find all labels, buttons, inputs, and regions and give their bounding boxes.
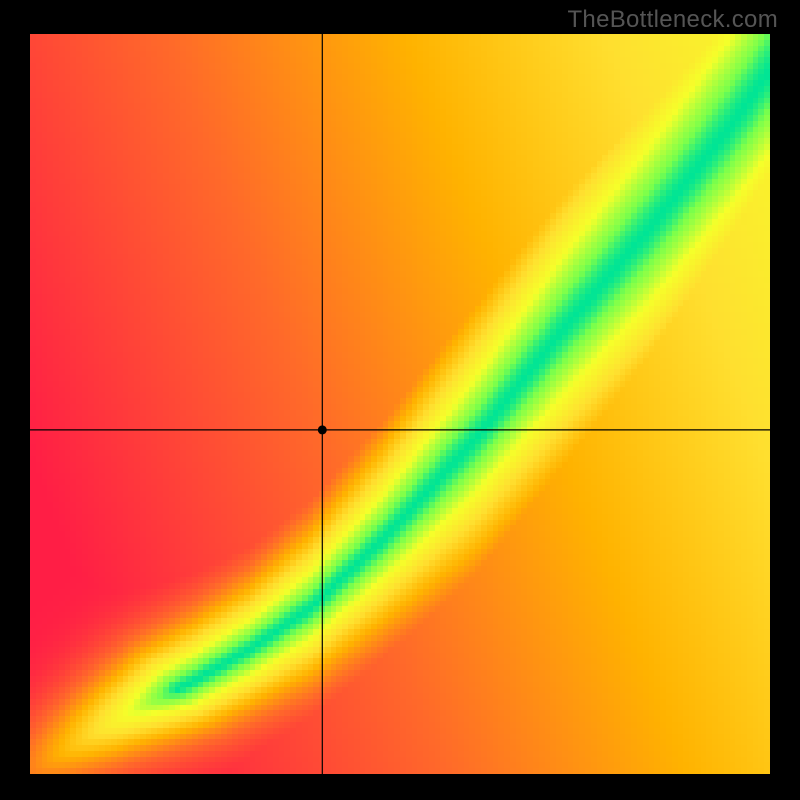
heatmap-canvas	[30, 34, 770, 774]
watermark-text: TheBottleneck.com	[567, 6, 778, 34]
plot-area	[30, 34, 770, 774]
root: TheBottleneck.com	[0, 0, 800, 800]
